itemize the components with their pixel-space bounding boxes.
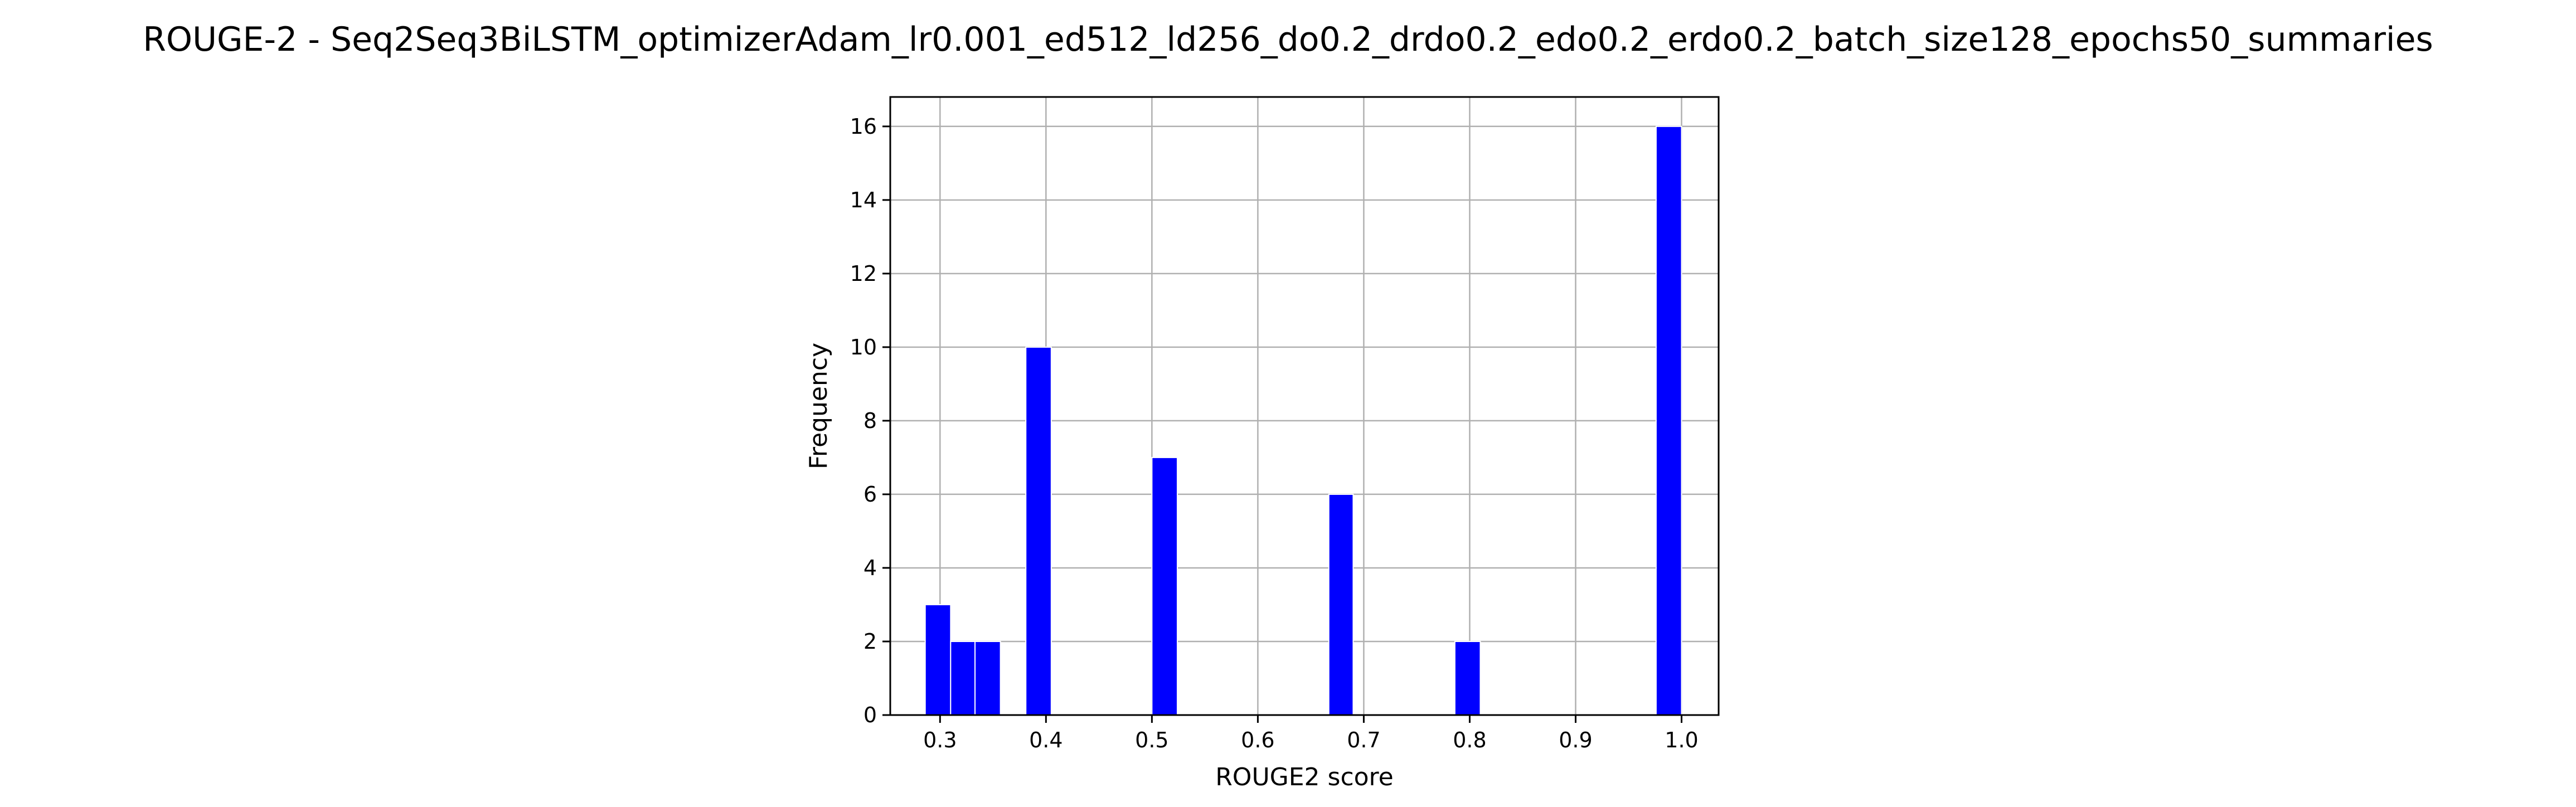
y-tick-label: 4 (863, 556, 877, 580)
x-tick-label: 0.9 (1559, 728, 1592, 752)
x-tick-label: 0.6 (1241, 728, 1274, 752)
histogram-bar-0 (924, 604, 952, 716)
x-axis-ticks: 0.3 0.4 0.5 0.6 0.7 0.8 0.9 1.0 (923, 715, 1699, 752)
histogram-bar-7 (1655, 125, 1682, 716)
histogram-bars (924, 125, 1682, 716)
grid-lines (890, 97, 1719, 716)
y-axis-label: Frequency (804, 343, 833, 469)
histogram-bar-5 (1328, 493, 1354, 716)
x-tick-label: 0.8 (1453, 728, 1486, 752)
x-tick-label: 0.3 (923, 728, 957, 752)
histogram-bar-1 (950, 640, 976, 716)
y-tick-label: 12 (850, 261, 877, 286)
x-tick-label: 0.4 (1029, 728, 1063, 752)
y-tick-label: 10 (850, 335, 877, 359)
histogram-bar-6 (1454, 640, 1481, 716)
chart-title: ROUGE-2 - Seq2Seq3BiLSTM_optimizerAdam_l… (143, 20, 2433, 59)
histogram-bar-2 (974, 640, 1001, 716)
y-tick-label: 0 (863, 703, 877, 727)
y-axis-ticks: 0 2 4 6 8 10 12 14 16 (850, 114, 890, 727)
x-tick-label: 0.7 (1347, 728, 1380, 752)
x-tick-label: 1.0 (1665, 728, 1698, 752)
histogram-bar-4 (1151, 456, 1178, 716)
y-tick-label: 14 (850, 188, 877, 212)
x-axis-label: ROUGE2 score (1215, 763, 1394, 791)
histogram-bar-3 (1025, 346, 1052, 716)
y-tick-label: 16 (850, 114, 877, 139)
plot-frame (889, 96, 1720, 716)
y-tick-label: 6 (863, 482, 877, 507)
y-tick-label: 2 (863, 629, 877, 654)
y-tick-label: 8 (863, 409, 877, 433)
x-tick-label: 0.5 (1135, 728, 1168, 752)
